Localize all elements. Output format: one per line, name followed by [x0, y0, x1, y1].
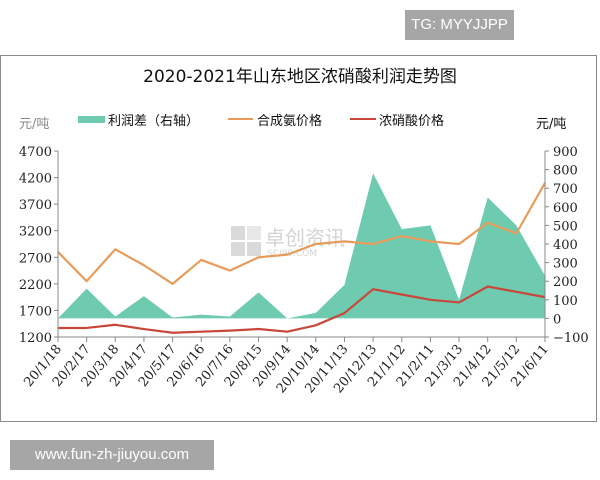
left-axis-tick: 4200 — [19, 172, 52, 187]
legend-label-profit: 利润差（右轴） — [108, 114, 199, 129]
watermark: 卓创资讯 SCI99.COM — [231, 226, 345, 259]
left-axis-tick: 2700 — [19, 251, 52, 266]
right-axis-tick: 700 — [553, 182, 578, 197]
legend-label-nitric-acid: 浓硝酸价格 — [379, 113, 444, 129]
tg-badge: TG: MYYJJPP — [405, 10, 514, 40]
ammonia-price-line — [57, 182, 546, 285]
svg-text:SCI99.COM: SCI99.COM — [267, 249, 317, 259]
svg-text:卓创资讯: 卓创资讯 — [265, 226, 345, 250]
right-axis-unit: 元/吨 — [536, 117, 566, 132]
chart-svg: 2020-2021年山东地区浓硝酸利润走势图 元/吨 利润差（右轴） 合成氨价格… — [19, 67, 589, 396]
url-badge: www.fun-zh-jiuyou.com — [10, 440, 214, 470]
right-axis-tick: 400 — [553, 238, 578, 253]
right-axis-tick: 600 — [553, 201, 578, 216]
nitric-acid-price-line — [58, 285, 546, 334]
legend-swatch-profit — [78, 116, 105, 123]
chart-title: 2020-2021年山东地区浓硝酸利润走势图 — [143, 67, 457, 87]
legend-label-ammonia: 合成氨价格 — [257, 113, 322, 129]
right-axis-tick: 300 — [553, 257, 578, 272]
left-axis-tick: 3200 — [19, 225, 52, 240]
left-axis-tick: 3700 — [19, 198, 52, 213]
left-axis-tick: 4700 — [19, 145, 52, 160]
plot-area — [57, 173, 546, 334]
right-axis-tick: 900 — [553, 145, 578, 160]
left-axis-tick: 1700 — [19, 304, 52, 319]
right-axis-tick: −100 — [553, 331, 589, 346]
left-axis-unit: 元/吨 — [19, 117, 49, 132]
profit-area — [58, 173, 545, 319]
right-axis-tick: 800 — [553, 164, 578, 179]
right-axis-tick: 200 — [553, 275, 578, 290]
right-axis-tick: 0 — [553, 312, 561, 327]
right-axis-tick: 100 — [553, 294, 578, 309]
right-axis-tick: 500 — [553, 219, 578, 234]
chart-frame: 2020-2021年山东地区浓硝酸利润走势图 元/吨 利润差（右轴） 合成氨价格… — [0, 55, 597, 422]
left-axis-tick: 2200 — [19, 278, 52, 293]
left-axis-tick: 1200 — [19, 331, 52, 346]
